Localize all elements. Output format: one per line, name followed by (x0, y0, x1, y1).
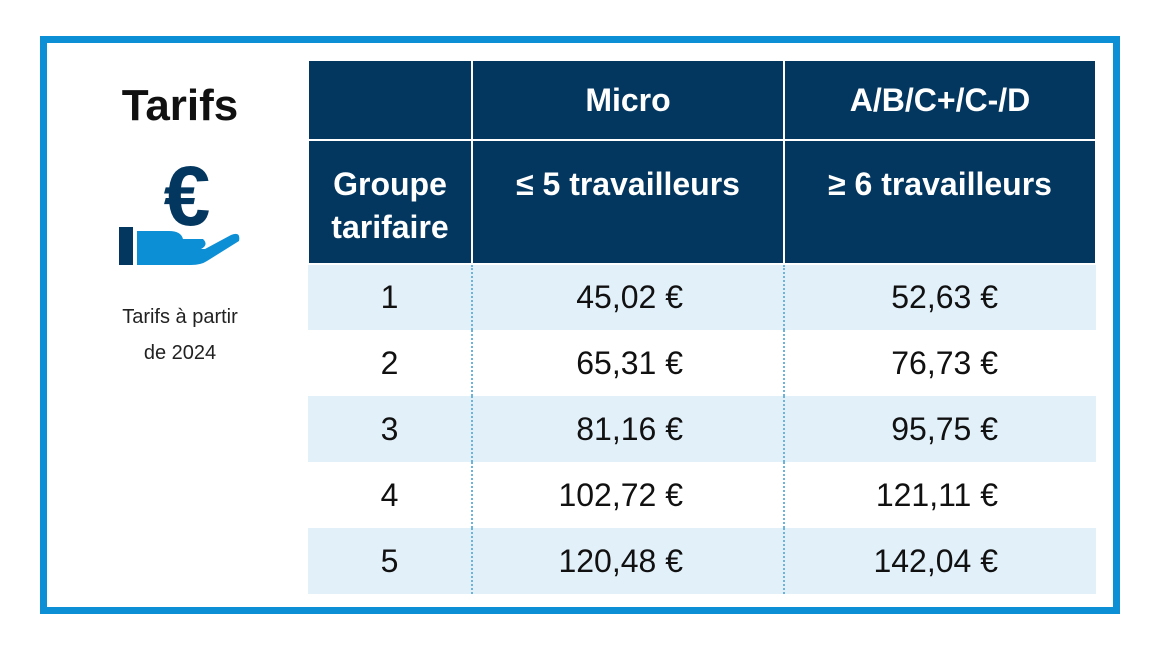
cell-large-price: 121,11 € (783, 462, 1096, 528)
sidebar-note-line2: de 2024 (143, 342, 217, 364)
svg-text:€: € (164, 151, 211, 243)
subheader-group: Groupe tarifaire (307, 139, 473, 265)
table-row: 1 45,02 € 52,63 € (308, 264, 1096, 330)
table-row: 3 81,16 € 95,75 € (308, 396, 1096, 462)
cell-large-price: 76,73 € (783, 330, 1096, 396)
tariff-table: Micro A/B/C+/C-/D Groupe tarifaire ≤ 5 t… (307, 59, 1097, 594)
sidebar: Tarifs € Tarifs à partir de 2024 (47, 43, 313, 607)
euro-hand-icon: € (119, 151, 240, 265)
cell-group: 4 (308, 462, 472, 528)
table-row: 4 102,72 € 121,11 € (308, 462, 1096, 528)
cell-group: 1 (308, 264, 472, 330)
cell-micro-price: 120,48 € (471, 528, 784, 594)
subheader-micro-workers: ≤ 5 travailleurs (471, 139, 785, 265)
subheader-group-line1: Groupe (333, 166, 447, 202)
cell-micro-price: 102,72 € (471, 462, 784, 528)
cell-micro-price: 45,02 € (471, 264, 784, 330)
cell-large-price: 95,75 € (783, 396, 1096, 462)
sidebar-note: Tarifs à partir de 2024 (47, 299, 313, 371)
header-abcd: A/B/C+/C-/D (783, 59, 1097, 141)
cell-large-price: 52,63 € (783, 264, 1096, 330)
table-row: 5 120,48 € 142,04 € (308, 528, 1096, 594)
cell-micro-price: 65,31 € (471, 330, 784, 396)
header-micro: Micro (471, 59, 785, 141)
subheader-large-workers: ≥ 6 travailleurs (783, 139, 1097, 265)
table-row: 2 65,31 € 76,73 € (308, 330, 1096, 396)
cell-group: 2 (308, 330, 472, 396)
table-header-row: Micro A/B/C+/C-/D (307, 59, 1097, 141)
sidebar-title: Tarifs (121, 81, 239, 130)
cell-group: 5 (308, 528, 472, 594)
subheader-group-line2: tarifaire (331, 209, 449, 245)
cell-large-price: 142,04 € (783, 528, 1096, 594)
tariff-panel: Tarifs € Tarifs à partir de 2024 Micro A… (40, 36, 1120, 614)
table-subheader-row: Groupe tarifaire ≤ 5 travailleurs ≥ 6 tr… (307, 139, 1097, 265)
header-empty (307, 59, 473, 141)
sidebar-note-line1: Tarifs à partir (122, 306, 238, 328)
cell-micro-price: 81,16 € (471, 396, 784, 462)
cell-group: 3 (308, 396, 472, 462)
